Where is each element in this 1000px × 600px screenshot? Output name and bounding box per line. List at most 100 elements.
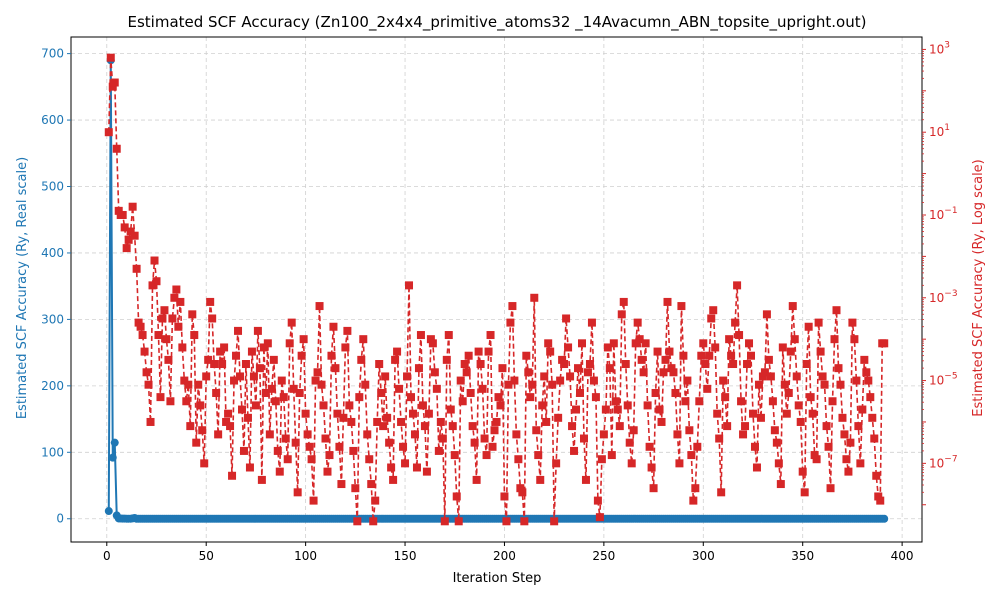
series-log-scale-point	[659, 368, 668, 377]
series-log-scale-point	[542, 417, 551, 426]
series-log-scale-point	[583, 368, 592, 377]
series-log-scale-point	[315, 302, 324, 311]
series-log-scale-point	[452, 492, 461, 501]
series-log-scale-point	[534, 451, 543, 460]
series-log-scale-point	[820, 380, 829, 389]
series-log-scale-point	[200, 459, 209, 468]
series-log-scale-point	[776, 480, 785, 489]
series-log-scale-point	[498, 364, 507, 373]
series-log-scale-point	[355, 393, 364, 402]
series-log-scale-point	[311, 376, 320, 385]
series-log-scale-point	[701, 360, 710, 369]
series-log-scale-point	[438, 434, 447, 443]
series-log-scale-point	[265, 430, 274, 439]
series-log-scale-point	[725, 335, 734, 344]
series-log-scale-point	[597, 455, 606, 464]
series-log-scale-point	[754, 380, 763, 389]
series-log-scale-point	[377, 388, 386, 397]
series-log-scale-point	[693, 442, 702, 451]
series-log-scale-point	[834, 364, 843, 373]
x-axis-ticks: 0 50 100 150 200 250 300 350 400	[103, 542, 914, 563]
series-log-scale-point	[651, 388, 660, 397]
series-log-scale-point	[204, 355, 213, 364]
series-log-scale-point	[249, 372, 258, 381]
series-log-scale-point	[182, 397, 191, 406]
series-log-scale-point	[593, 496, 602, 505]
series-log-scale-point	[611, 397, 620, 406]
series-log-scale-point	[418, 401, 427, 410]
x-tick-label: 200	[493, 549, 516, 563]
series-log-scale-point	[279, 393, 288, 402]
series-log-scale-point	[472, 475, 481, 484]
series-log-scale-point	[253, 326, 262, 335]
x-tick-label: 350	[791, 549, 814, 563]
series-log-scale-point	[164, 355, 173, 364]
series-log-scale-point	[186, 422, 195, 431]
series-log-scale-point	[381, 372, 390, 381]
series-log-scale-point	[862, 368, 871, 377]
series-log-scale-point	[345, 401, 354, 410]
series-log-scale-point	[369, 517, 378, 526]
series-log-scale-point	[550, 517, 559, 526]
series-log-scale-point	[444, 331, 453, 340]
series-log-scale-point	[683, 376, 692, 385]
series-log-scale-point	[293, 488, 302, 497]
series-log-scale-point	[208, 314, 217, 323]
series-log-scale-point	[393, 347, 402, 356]
series-log-scale-point	[490, 426, 499, 435]
series-log-scale-point	[840, 430, 849, 439]
series-log-scale-point	[309, 496, 318, 505]
series-log-scale-point	[120, 223, 129, 232]
series-log-scale-point	[243, 413, 252, 422]
series-log-scale-point	[570, 446, 579, 455]
x-tick-label: 50	[199, 549, 214, 563]
series-log-scale-point	[357, 355, 366, 364]
series-log-scale-point	[136, 322, 145, 331]
series-log-scale-point	[228, 471, 237, 480]
series-log-scale-point	[313, 368, 322, 377]
series-log-scale-point	[170, 293, 179, 302]
series-log-scale-point	[291, 438, 300, 447]
series-log-scale-point	[727, 351, 736, 360]
y-right-axis-label: Estimated SCF Accuracy (Ry, Log scale)	[971, 159, 986, 417]
series-log-scale-point	[468, 422, 477, 431]
series-log-scale-point	[711, 343, 720, 352]
series-log-scale-point	[232, 351, 241, 360]
series-log-scale-point	[385, 438, 394, 447]
series-log-scale-point	[687, 451, 696, 460]
series-log-scale-point	[371, 496, 380, 505]
series-log-scale-point	[665, 347, 674, 356]
series-log-scale-point	[691, 484, 700, 493]
series-log-scale-point	[486, 331, 495, 340]
series-log-scale-point	[494, 393, 503, 402]
series-log-scale-point	[496, 401, 505, 410]
series-log-scale-point	[854, 422, 863, 431]
series-log-scale-point	[607, 451, 616, 460]
series-log-scale-point	[846, 438, 855, 447]
series-log-scale-point	[752, 463, 761, 472]
series-log-scale-point	[806, 393, 815, 402]
series-log-scale-point	[858, 405, 867, 414]
series-log-scale-point	[146, 417, 155, 426]
series-log-scale-point	[399, 442, 408, 451]
series-log-scale-point	[778, 343, 787, 352]
series-log-scale-point	[212, 388, 221, 397]
series-log-scale-point	[868, 413, 877, 422]
series-log-scale-point	[269, 355, 278, 364]
series-log-scale-point	[470, 438, 479, 447]
series-log-scale-point	[283, 455, 292, 464]
series-log-scale-point	[760, 368, 769, 377]
y-left-tick-label: 400	[41, 246, 64, 260]
series-log-scale-point	[446, 405, 455, 414]
series-log-scale-point	[667, 364, 676, 373]
series-log-scale-point	[826, 484, 835, 493]
series-log-scale-point	[844, 467, 853, 476]
series-log-scale-point	[572, 405, 581, 414]
series-log-scale-point	[748, 409, 757, 418]
series-log-scale-point	[476, 360, 485, 369]
y-left-tick-label: 500	[41, 180, 64, 194]
series-log-scale-point	[112, 144, 121, 153]
series-log-scale-point	[347, 417, 356, 426]
